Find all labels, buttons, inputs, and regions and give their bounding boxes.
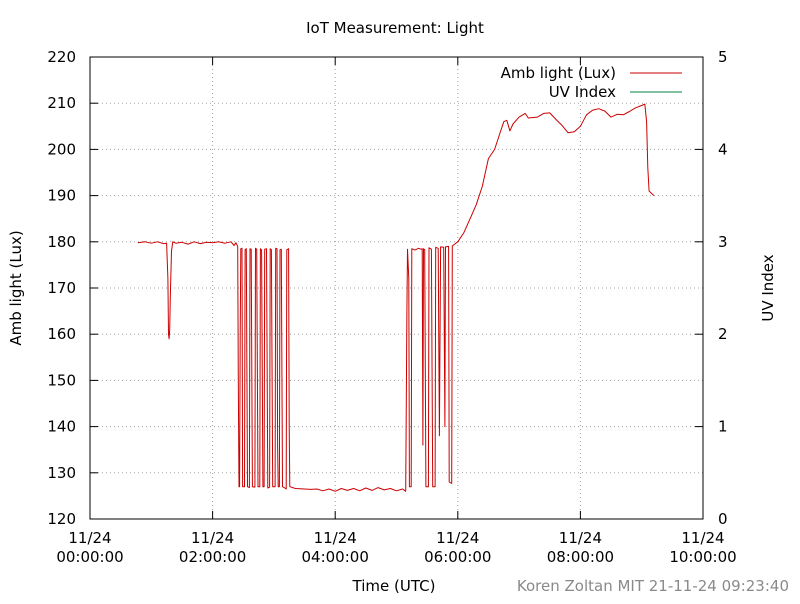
x-tick-label-time: 08:00:00 [547,548,614,566]
chart-title: IoT Measurement: Light [306,19,484,37]
x-tick-label-date: 11/24 [436,529,479,547]
y-tick-label: 140 [47,418,76,436]
grid [90,57,703,519]
x-tick-label-date: 11/24 [68,529,111,547]
y-axis-title: Amb light (Lux) [7,230,25,345]
y-tick-label: 220 [47,48,76,66]
x-tick-label-date: 11/24 [559,529,602,547]
series-layer [137,103,655,492]
x-tick-label-date: 11/24 [681,529,724,547]
y-tick-label: 150 [47,371,76,389]
y-tick-label: 160 [47,325,76,343]
y-tick-label: 210 [47,94,76,112]
x-tick-label-time: 02:00:00 [179,548,246,566]
x-tick-label-time: 04:00:00 [302,548,369,566]
y2-tick-label: 5 [718,48,728,66]
y-tick-label: 120 [47,510,76,528]
x-tick-label-time: 06:00:00 [424,548,491,566]
x-tick-label-time: 10:00:00 [669,548,736,566]
y2-tick-label: 0 [718,510,728,528]
footer-credit: Koren Zoltan MIT 21-11-24 09:23:40 [517,577,789,595]
y-tick-label: 200 [47,140,76,158]
y-tick-label: 170 [47,279,76,297]
legend-label-amb-light: Amb light (Lux) [501,64,616,82]
y2-tick-label: 3 [718,233,728,251]
y2-tick-label: 4 [718,140,728,158]
x-axis-title: Time (UTC) [352,577,436,595]
y-tick-label: 180 [47,233,76,251]
y-tick-label: 130 [47,464,76,482]
legend-label-uv-index: UV Index [549,83,616,101]
legend: Amb light (Lux) UV Index [501,64,682,101]
y2-axis-title: UV Index [759,254,777,321]
x-tick-label-date: 11/24 [191,529,234,547]
plot-frame [89,56,704,520]
ticks: 120 130 140 150 160 170 180 190 200 210 220 0 1 2 3 4 5 1… [47,48,736,566]
x-tick-label-time: 00:00:00 [56,548,123,566]
y2-tick-label: 1 [718,418,728,436]
series-line-0 [137,103,655,492]
y2-tick-label: 2 [718,325,728,343]
y-tick-label: 190 [47,187,76,205]
x-tick-label-date: 11/24 [314,529,357,547]
